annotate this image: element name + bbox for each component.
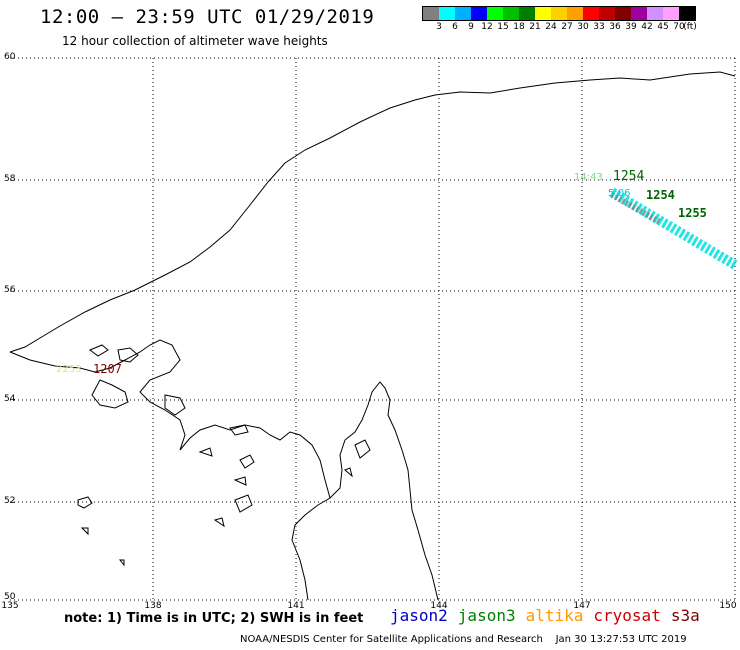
satellite-cryosat: cryosat bbox=[593, 606, 661, 625]
satellite-jason2: jason2 bbox=[390, 606, 448, 625]
legend-tick-39: 39 bbox=[625, 22, 637, 32]
legend-tick-3: 3 bbox=[436, 22, 442, 32]
footer-credit: NOAA/NESDIS Center for Satellite Applica… bbox=[240, 634, 687, 645]
coastline bbox=[9, 71, 736, 601]
color-legend: 3 6 9 12 15 18 21 24 27 30 33 36 39 42 45 70 (ft) bbox=[422, 6, 697, 33]
legend-tick-36: 36 bbox=[609, 22, 621, 32]
legend-swatch-6 bbox=[519, 7, 535, 20]
map-subtitle: 12 hour collection of altimeter wave hei… bbox=[62, 34, 328, 48]
legend-swatch-8 bbox=[551, 7, 567, 20]
y-label-60: 60 bbox=[4, 52, 16, 62]
satellite-s3a: s3a bbox=[670, 606, 700, 625]
pass-label-cyan: 5:06 bbox=[608, 188, 631, 199]
legend-tick-33: 33 bbox=[593, 22, 605, 32]
legend-tick-18: 18 bbox=[513, 22, 525, 32]
legend-swatch-5 bbox=[503, 7, 519, 20]
legend-swatch-16 bbox=[679, 7, 695, 20]
satellite-altika: altika bbox=[525, 606, 584, 625]
legend-swatch-4 bbox=[487, 7, 503, 20]
legend-tick-12: 12 bbox=[481, 22, 493, 32]
legend-swatch-1 bbox=[439, 7, 455, 20]
legend-swatches bbox=[422, 6, 696, 21]
x-label-141: 141 bbox=[287, 601, 305, 611]
timestamp-text: Jan 30 13:27:53 UTC 2019 bbox=[555, 634, 687, 645]
x-label-135: 135 bbox=[1, 601, 19, 611]
y-label-50: 50 bbox=[4, 592, 16, 602]
legend-ticks: 3 6 9 12 15 18 21 24 27 30 33 36 39 42 45 70 (ft) bbox=[422, 21, 697, 33]
legend-swatch-13 bbox=[631, 7, 647, 20]
legend-tick-30: 30 bbox=[577, 22, 589, 32]
credit-text: NOAA/NESDIS Center for Satellite Applica… bbox=[240, 634, 543, 645]
legend-tick-45: 45 bbox=[657, 22, 669, 32]
pass-label-1443: 14:43 bbox=[574, 172, 603, 183]
legend-tick-6: 6 bbox=[452, 22, 458, 32]
pass-label-1207: 1207 bbox=[93, 362, 122, 376]
legend-tick-24: 24 bbox=[545, 22, 557, 32]
pass-label-faint: 2253 bbox=[56, 364, 82, 375]
grid-lines bbox=[10, 57, 736, 601]
legend-swatch-0 bbox=[423, 7, 439, 20]
legend-tick-27: 27 bbox=[561, 22, 573, 32]
legend-swatch-2 bbox=[455, 7, 471, 20]
legend-swatch-7 bbox=[535, 7, 551, 20]
legend-tick-9: 9 bbox=[468, 22, 474, 32]
pass-label-1254: 1254 bbox=[613, 169, 645, 184]
legend-tick-21: 21 bbox=[529, 22, 541, 32]
legend-swatch-9 bbox=[567, 7, 583, 20]
legend-unit: (ft) bbox=[683, 22, 697, 32]
legend-tick-42: 42 bbox=[641, 22, 653, 32]
legend-swatch-12 bbox=[615, 7, 631, 20]
legend-swatch-14 bbox=[647, 7, 663, 20]
x-label-150: 150 bbox=[719, 601, 737, 611]
legend-swatch-15 bbox=[663, 7, 679, 20]
satellite-list: jason2 jason3 altika cryosat s3a bbox=[390, 606, 710, 625]
altimeter-track bbox=[609, 187, 738, 270]
map-title: 12:00 — 23:59 UTC 01/29/2019 bbox=[40, 6, 375, 28]
footnote: note: 1) Time is in UTC; 2) SWH is in fe… bbox=[64, 611, 364, 626]
pass-label-1254b: 1254 bbox=[646, 188, 675, 202]
legend-swatch-3 bbox=[471, 7, 487, 20]
satellite-jason3: jason3 bbox=[457, 606, 516, 625]
x-label-144: 144 bbox=[430, 601, 448, 611]
y-label-52: 52 bbox=[4, 496, 16, 506]
legend-swatch-10 bbox=[583, 7, 599, 20]
legend-tick-70: 70 bbox=[673, 22, 685, 32]
x-label-138: 138 bbox=[144, 601, 162, 611]
legend-swatch-11 bbox=[599, 7, 615, 20]
y-label-54: 54 bbox=[4, 394, 16, 404]
y-label-56: 56 bbox=[4, 285, 16, 295]
x-label-147: 147 bbox=[573, 601, 591, 611]
pass-label-1255: 1255 bbox=[678, 206, 707, 220]
y-label-58: 58 bbox=[4, 174, 16, 184]
legend-tick-15: 15 bbox=[497, 22, 509, 32]
